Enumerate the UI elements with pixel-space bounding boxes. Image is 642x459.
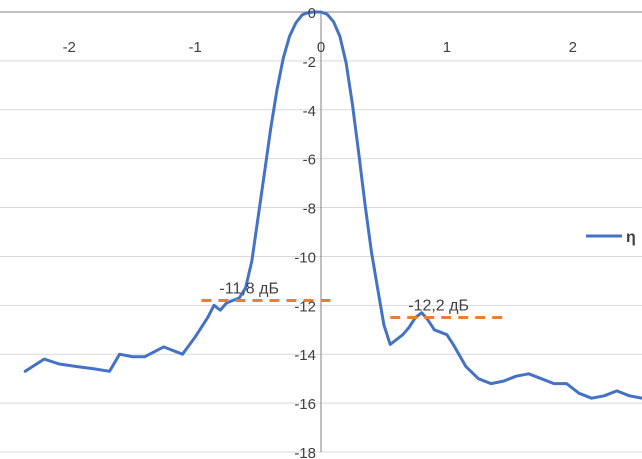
y-tick-label-2: -4 xyxy=(303,103,316,120)
series-line-eta xyxy=(23,10,642,400)
x-tick-label-3: 1 xyxy=(443,39,451,56)
x-tick-label-4: 2 xyxy=(569,39,577,56)
annotations: -11,8 дБ -12,2 дБ xyxy=(219,280,469,314)
y-tick-label-0: 0 xyxy=(308,5,316,22)
y-tick-label-1: -2 xyxy=(303,54,316,71)
y-tick-label-6: -12 xyxy=(294,298,316,315)
legend-label: η xyxy=(626,229,636,246)
x-tick-label-0: -2 xyxy=(63,39,76,56)
reference-lines xyxy=(201,298,504,320)
y-tick-label-7: -14 xyxy=(294,347,316,364)
series-group xyxy=(23,10,642,400)
y-tick-label-9: -18 xyxy=(294,445,316,459)
x-tick-labels: -2 -1 0 1 2 xyxy=(63,39,577,56)
y-tick-label-3: -6 xyxy=(303,152,316,169)
x-tick-label-2: 0 xyxy=(317,39,325,56)
y-tick-label-4: -8 xyxy=(303,201,316,218)
annotation-label-0: -11,8 дБ xyxy=(219,280,279,297)
legend: η xyxy=(586,229,636,246)
y-tick-label-8: -16 xyxy=(294,396,316,413)
y-tick-label-5: -10 xyxy=(294,249,316,266)
y-tick-labels: 0 -2 -4 -6 -8 -10 -12 -14 -16 -18 xyxy=(294,5,316,459)
x-tick-label-1: -1 xyxy=(188,39,201,56)
annotation-label-1: -12,2 дБ xyxy=(408,298,469,315)
